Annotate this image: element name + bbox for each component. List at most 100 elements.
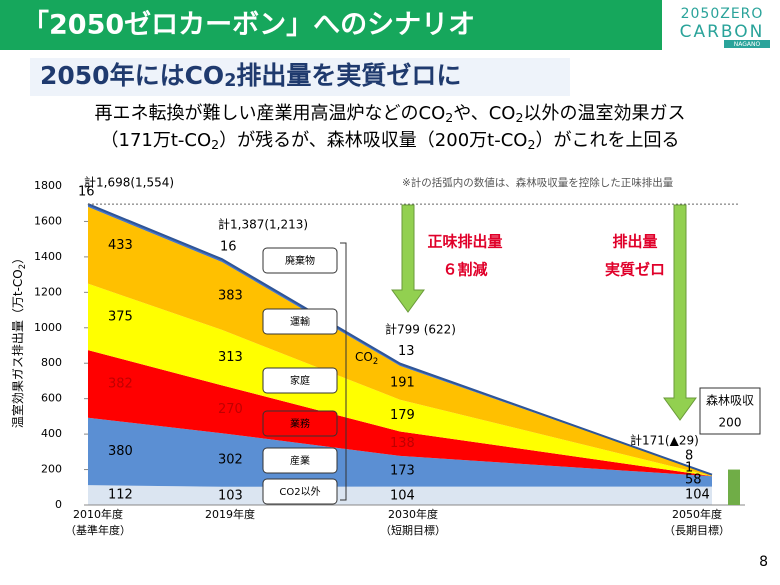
area — [88, 350, 712, 477]
value-label: 382 — [108, 376, 133, 391]
value-label: 191 — [390, 375, 415, 390]
legend-label: 廃棄物 — [285, 254, 315, 267]
x-tick-note: （基準年度） — [65, 523, 131, 537]
forest-value: 200 — [719, 416, 742, 430]
text-part: （171万t-CO — [101, 130, 212, 151]
text-part: 再エネ転換が難しい産業用高温炉などのCO — [95, 103, 446, 124]
y-tick-label: 0 — [55, 498, 62, 511]
x-tick-note: （長期目標） — [664, 523, 730, 537]
logo-band — [724, 40, 770, 48]
value-label: 58 — [685, 473, 702, 488]
description-line: 再エネ転換が難しい産業用高温炉などのCO2や、CO2以外の温室効果ガス — [95, 103, 686, 125]
value-label: 104 — [390, 488, 415, 503]
text-part: 2 — [515, 110, 523, 125]
bracket-label: CO2 — [355, 350, 378, 366]
legend-label: 家庭 — [290, 374, 310, 387]
text-part: ） — [11, 252, 25, 264]
area — [88, 206, 712, 477]
legend-label: CO2以外 — [279, 486, 320, 498]
value-label: 103 — [218, 488, 243, 503]
legend-box — [262, 478, 338, 505]
x-tick-note: （短期目標） — [380, 523, 446, 537]
x-tick-label: 2050年度 — [672, 507, 722, 521]
value-label: 270 — [218, 402, 243, 417]
legend-label: 運輸 — [290, 315, 310, 328]
x-tick-label: 2030年度 — [388, 507, 438, 521]
value-label: 16 — [78, 185, 95, 200]
value-label: 8 — [685, 449, 693, 464]
logo-line: NAGANO — [734, 41, 761, 48]
legend-box — [262, 308, 338, 335]
text-part: や、CO — [453, 103, 515, 124]
y-tick-label: 1800 — [34, 179, 62, 192]
text-part: CO — [355, 350, 373, 364]
forest-bar — [728, 469, 740, 505]
value-label: 383 — [218, 288, 243, 303]
text-part: 温室効果ガス排出量（万t-CO — [10, 269, 25, 428]
text-part: 2 — [527, 137, 535, 152]
legend-label: 産業 — [290, 454, 310, 467]
x-tick-label: 2019年度 — [205, 507, 255, 521]
value-label: 112 — [108, 488, 133, 503]
arrow — [391, 204, 425, 313]
y-tick-label: 600 — [41, 392, 62, 405]
y-tick-label: 400 — [41, 427, 62, 440]
text-part: 2 — [445, 110, 453, 125]
text-part: 2 — [224, 71, 236, 91]
chart-note: ※計の括弧内の数値は、森林吸収量を控除した正味排出量 — [402, 176, 674, 189]
subtitle: 2050年にはCO2排出量を実質ゼロに — [40, 61, 461, 91]
title-bar — [0, 0, 662, 50]
area — [88, 417, 712, 487]
logo-line: CARBON — [680, 22, 765, 42]
text-part: 2 — [211, 137, 219, 152]
text-part: 以外の温室効果ガス — [523, 103, 685, 124]
total-label: 計171(▲29) — [630, 433, 699, 448]
total-label: 計1,698(1,554) — [84, 175, 174, 190]
legend-box — [262, 247, 338, 274]
y-tick-label: 1600 — [34, 214, 62, 227]
total-label: 計799 (622) — [385, 322, 456, 337]
text-part: 2 — [17, 264, 27, 269]
slide-title: 「2050ゼロカーボン」へのシナリオ — [22, 9, 475, 41]
y-tick-label: 1200 — [34, 285, 62, 298]
text-part: 2 — [373, 356, 378, 366]
value-label: 16 — [220, 240, 237, 255]
arrow-label: 正味排出量 — [427, 233, 502, 251]
y-tick-label: 800 — [41, 356, 62, 369]
forest-label: 森林吸収 — [706, 393, 754, 408]
legend-box — [262, 367, 338, 394]
arrow-label: 実質ゼロ — [605, 261, 665, 279]
y-tick-label: 1400 — [34, 250, 62, 263]
text-part: 2050年にはCO — [40, 61, 224, 90]
y-tick-label: 1000 — [34, 321, 62, 334]
subtitle-band — [30, 58, 570, 96]
legend-label: 業務 — [290, 417, 310, 430]
text-part: 排出量を実質ゼロに — [236, 61, 461, 90]
logo: 2050ZERO CARBON NAGANO — [680, 6, 770, 48]
legend-box — [262, 447, 338, 474]
value-label: 1 — [685, 461, 693, 476]
value-label: 375 — [108, 309, 133, 324]
y-axis-label: 温室効果ガス排出量（万t-CO2） — [10, 252, 27, 428]
y-tick-label: 200 — [41, 463, 62, 476]
value-label: 433 — [108, 238, 133, 253]
forest-box — [699, 387, 761, 435]
value-label: 302 — [218, 452, 243, 467]
value-label: 13 — [398, 344, 415, 359]
page-number: 8 — [759, 554, 768, 570]
bracket — [340, 242, 347, 501]
value-label: 179 — [390, 408, 415, 423]
arrow — [663, 204, 697, 421]
logo-line: 2050ZERO — [681, 6, 764, 22]
area — [88, 485, 712, 505]
area — [88, 283, 712, 477]
value-label: 173 — [390, 464, 415, 479]
description-line: （171万t-CO2）が残るが、森林吸収量（200万t-CO2）がこれを上回る — [101, 130, 680, 152]
arrow-label: ６割減 — [442, 261, 487, 279]
total-label: 計1,387(1,213) — [218, 217, 308, 232]
arrow-label: 排出量 — [612, 233, 657, 251]
x-tick-label: 2010年度 — [73, 507, 123, 521]
value-label: 104 — [685, 488, 710, 503]
legend-box — [262, 410, 338, 437]
